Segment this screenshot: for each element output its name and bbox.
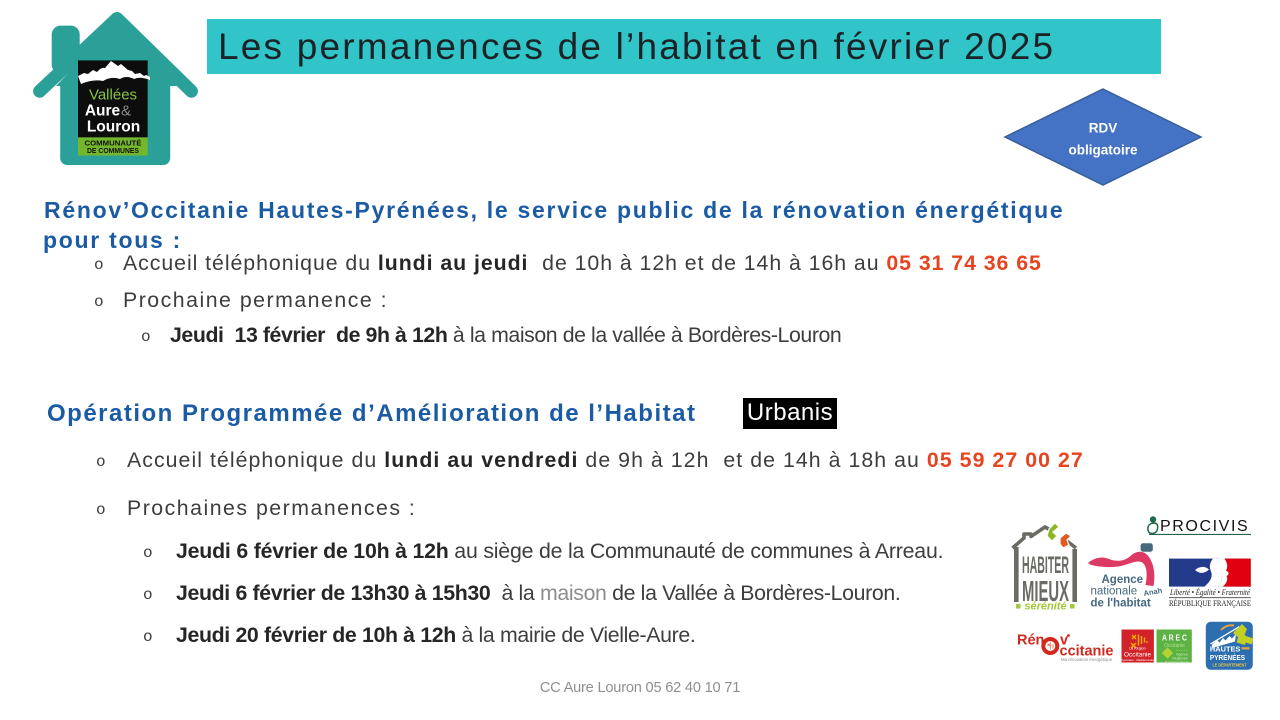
svg-text:obligatoire: obligatoire [1068,143,1137,158]
svg-text:Aure: Aure [85,103,121,120]
svg-text:DE COMMUNES: DE COMMUNES [87,146,139,155]
svg-text:nationale: nationale [1091,586,1138,598]
svg-text:Pyrénées - Méditerranée: Pyrénées - Méditerranée [1121,658,1154,662]
svg-text:ccitanie: ccitanie [1060,643,1114,659]
svg-text:Louron: Louron [87,118,140,135]
svg-text:Agence: Agence [1176,653,1188,657]
svg-text:MIEUX: MIEUX [1022,576,1069,608]
svg-text:de l'habitat: de l'habitat [1091,598,1151,610]
svg-text:Ma rénovation énergétique: Ma rénovation énergétique [1061,657,1113,662]
svg-text:Énergie Climat: Énergie Climat [1165,660,1188,665]
svg-text:Rén: Rén [1017,632,1044,648]
svg-text:Vallées: Vallées [89,87,137,104]
svg-text:PYRÉNÉES: PYRÉNÉES [1210,653,1245,662]
svg-text:sérénité: sérénité [1024,601,1066,613]
svg-text:v: v [1060,632,1068,648]
svg-text:PROCIVIS: PROCIVIS [1160,518,1249,535]
svg-text:A R E C: A R E C [1162,634,1187,643]
svg-text:LE DÉPARTEMENT: LE DÉPARTEMENT [1213,663,1247,668]
svg-text:Régionale: Régionale [1172,657,1188,661]
svg-text:Anah: Anah [1143,586,1163,598]
svg-text:Occitanie: Occitanie [1124,652,1151,659]
svg-text:Liberté • Égalité • Fraternité: Liberté • Égalité • Fraternité [1169,587,1251,597]
svg-text:HABITER: HABITER [1022,552,1069,579]
svg-text:La Région: La Région [1129,647,1145,651]
svg-text:COMMUNAUTÉ: COMMUNAUTÉ [85,138,142,147]
svg-text:HAUTES: HAUTES [1210,645,1241,654]
svg-text:RÉPUBLIQUE FRANÇAISE: RÉPUBLIQUE FRANÇAISE [1169,598,1251,608]
svg-text:&: & [121,103,131,120]
svg-text:Agence: Agence [1102,574,1144,586]
svg-text:Occitanie: Occitanie [1164,643,1185,649]
svg-text:RDV: RDV [1089,121,1118,136]
